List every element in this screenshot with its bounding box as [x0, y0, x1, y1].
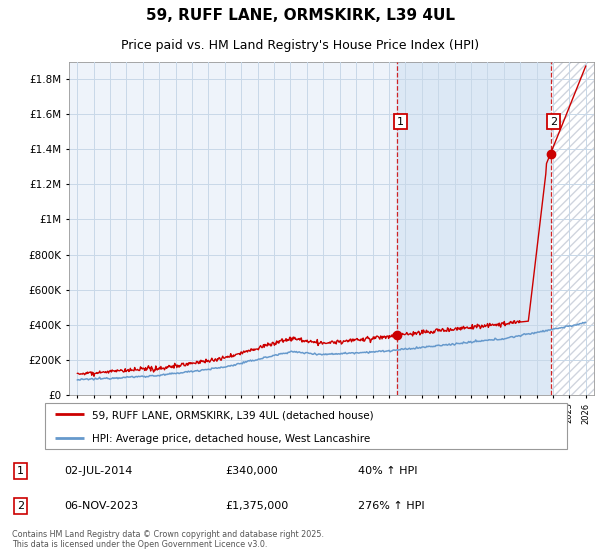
Text: £1,375,000: £1,375,000 [225, 501, 289, 511]
Text: 02-JUL-2014: 02-JUL-2014 [64, 466, 132, 476]
FancyBboxPatch shape [44, 404, 568, 449]
Text: 59, RUFF LANE, ORMSKIRK, L39 4UL (detached house): 59, RUFF LANE, ORMSKIRK, L39 4UL (detach… [92, 410, 374, 421]
Text: 40% ↑ HPI: 40% ↑ HPI [358, 466, 417, 476]
Text: 2: 2 [550, 116, 557, 127]
Text: Contains HM Land Registry data © Crown copyright and database right 2025.
This d: Contains HM Land Registry data © Crown c… [12, 530, 324, 549]
Text: 276% ↑ HPI: 276% ↑ HPI [358, 501, 424, 511]
Text: £340,000: £340,000 [225, 466, 278, 476]
Bar [551, 62, 594, 395]
Bar [397, 62, 551, 395]
Text: 59, RUFF LANE, ORMSKIRK, L39 4UL: 59, RUFF LANE, ORMSKIRK, L39 4UL [146, 8, 455, 24]
Text: HPI: Average price, detached house, West Lancashire: HPI: Average price, detached house, West… [92, 434, 370, 444]
Text: 1: 1 [17, 466, 24, 476]
Text: 1: 1 [397, 116, 404, 127]
Bar [551, 62, 594, 395]
Text: Price paid vs. HM Land Registry's House Price Index (HPI): Price paid vs. HM Land Registry's House … [121, 39, 479, 52]
Text: 06-NOV-2023: 06-NOV-2023 [64, 501, 138, 511]
Text: 2: 2 [17, 501, 24, 511]
